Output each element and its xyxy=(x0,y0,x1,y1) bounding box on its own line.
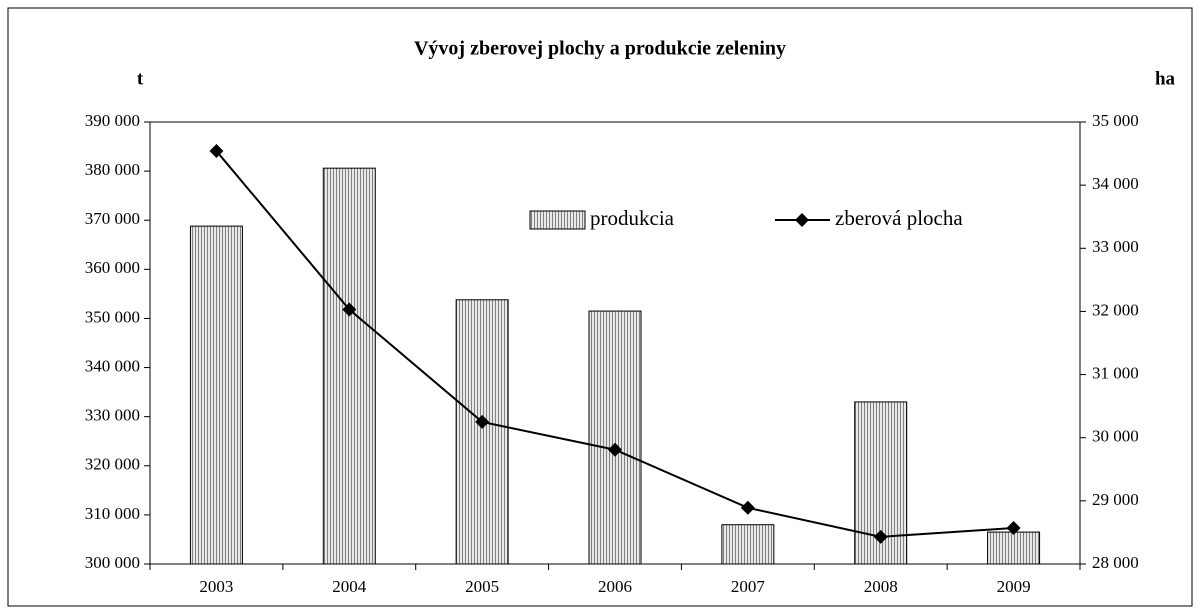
y2-axis-label: ha xyxy=(1155,68,1176,89)
marker xyxy=(342,302,357,317)
chart-border xyxy=(7,7,1193,607)
x-tick-label: 2003 xyxy=(199,577,233,596)
y2-tick-label: 31 000 xyxy=(1092,363,1139,382)
y2-tick-label: 29 000 xyxy=(1092,490,1139,509)
marker xyxy=(209,144,224,159)
y-axis-label: t xyxy=(137,68,144,89)
legend-label: zberová plocha xyxy=(835,206,963,230)
x-tick-label: 2006 xyxy=(598,577,632,596)
y-tick-label: 310 000 xyxy=(85,504,140,523)
y-tick-label: 370 000 xyxy=(85,209,140,228)
y-tick-label: 390 000 xyxy=(85,111,140,130)
x-tick-label: 2007 xyxy=(731,577,766,596)
y2-tick-label: 32 000 xyxy=(1092,300,1139,319)
x-tick-label: 2004 xyxy=(332,577,367,596)
bar xyxy=(987,531,1041,565)
legend-swatch xyxy=(529,210,586,230)
y2-tick-label: 33 000 xyxy=(1092,237,1139,256)
x-tick-label: 2009 xyxy=(997,577,1031,596)
legend-label: produkcia xyxy=(590,206,675,230)
marker xyxy=(608,442,622,457)
y2-tick-label: 35 000 xyxy=(1092,111,1139,130)
y-tick-label: 300 000 xyxy=(85,553,140,572)
bar xyxy=(322,167,376,565)
y2-tick-label: 28 000 xyxy=(1092,553,1139,572)
x-tick-label: 2008 xyxy=(864,577,898,596)
y2-tick-label: 30 000 xyxy=(1092,427,1139,446)
marker xyxy=(1006,521,1021,536)
chart-title: Vývoj zberovej plochy a produkcie zeleni… xyxy=(414,38,786,60)
y-tick-label: 320 000 xyxy=(85,455,140,474)
legend-marker xyxy=(795,213,809,227)
y-tick-label: 330 000 xyxy=(85,406,140,425)
x-tick-label: 2005 xyxy=(465,577,499,596)
bar xyxy=(189,225,243,565)
y-tick-label: 340 000 xyxy=(85,356,140,375)
y2-tick-label: 34 000 xyxy=(1092,174,1139,193)
marker xyxy=(873,529,888,544)
bar xyxy=(721,524,775,565)
marker xyxy=(475,414,490,429)
y-tick-label: 380 000 xyxy=(85,160,140,179)
y-tick-label: 350 000 xyxy=(85,307,140,326)
bar xyxy=(588,310,642,565)
marker xyxy=(740,500,755,515)
bar xyxy=(455,299,509,565)
y-tick-label: 360 000 xyxy=(85,258,140,277)
